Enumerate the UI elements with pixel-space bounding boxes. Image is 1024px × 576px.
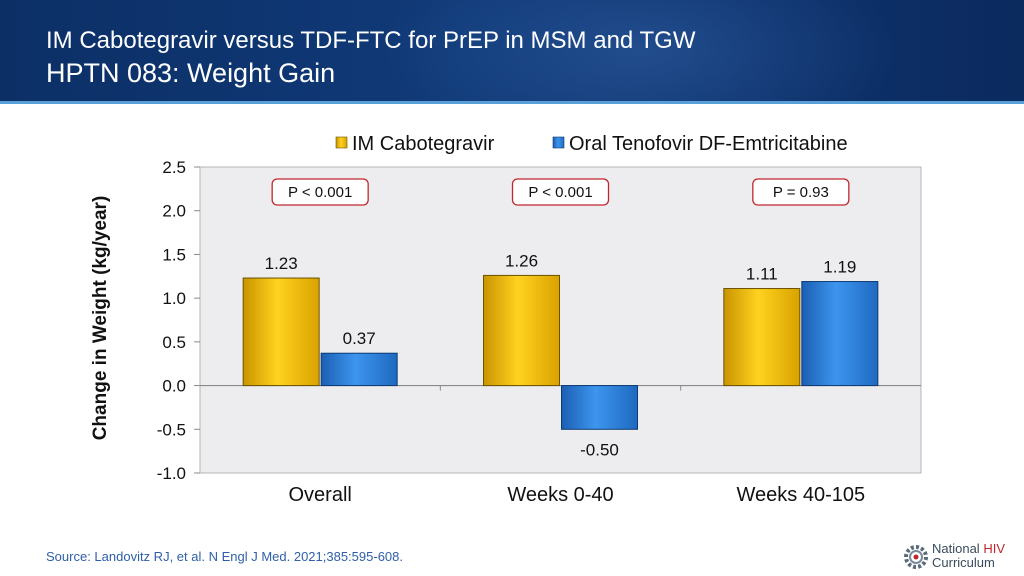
legend-swatch-cabotegravir <box>335 136 348 149</box>
y-tick-label: 2.5 <box>162 158 186 177</box>
legend-label-cabotegravir: IM Cabotegravir <box>352 133 495 155</box>
bar-tenofovir <box>320 352 398 387</box>
bar-value-label: 1.19 <box>823 258 856 277</box>
bar-tenofovir <box>801 281 879 387</box>
y-tick-label: -0.5 <box>157 420 186 439</box>
slide-header: IM Cabotegravir versus TDF-FTC for PrEP … <box>0 0 1024 104</box>
p-value-text: P < 0.001 <box>528 184 592 201</box>
logo-word-national: National <box>932 541 980 556</box>
bar-value-label: -0.50 <box>580 440 619 459</box>
legend-swatch-tenofovir <box>552 136 565 149</box>
logo-word-curriculum: Curriculum <box>932 555 995 570</box>
x-category-label: Weeks 0-40 <box>507 484 613 506</box>
source-citation: Source: Landovitz RJ, et al. N Engl J Me… <box>46 549 403 564</box>
y-tick-label: 0.0 <box>162 377 186 396</box>
p-value-box <box>752 178 850 206</box>
y-tick-label: 1.5 <box>162 245 186 264</box>
gear-icon <box>904 545 928 569</box>
y-tick-label: 0.5 <box>162 333 186 352</box>
slide-title: HPTN 083: Weight Gain <box>46 58 336 88</box>
p-value-text: P < 0.001 <box>288 184 352 201</box>
legend-label-tenofovir: Oral Tenofovir DF-Emtricitabine <box>569 133 848 155</box>
plot-area <box>199 166 922 474</box>
logo-word-hiv: HIV <box>983 541 1005 556</box>
slide-supertitle: IM Cabotegravir versus TDF-FTC for PrEP … <box>46 27 696 54</box>
y-tick-label: 1.0 <box>162 289 186 308</box>
bar-value-label: 1.11 <box>746 265 778 284</box>
p-value-text: P = 0.93 <box>773 184 829 201</box>
logo-text: National HIV Curriculum <box>932 542 1005 570</box>
x-category-label: Weeks 40-105 <box>737 484 866 506</box>
y-tick-label: -1.0 <box>157 464 186 483</box>
bar-cabotegravir <box>242 277 320 387</box>
p-value-box <box>511 178 610 206</box>
bar-value-label: 1.26 <box>505 251 538 270</box>
header-rule <box>0 101 1024 104</box>
bar-cabotegravir <box>483 274 560 387</box>
p-value-box <box>271 178 369 206</box>
y-tick-label: 2.0 <box>162 202 186 221</box>
bar-value-label: 0.37 <box>343 329 376 348</box>
national-hiv-curriculum-logo: National HIV Curriculum <box>902 541 1020 573</box>
bar-value-label: 1.23 <box>265 254 298 273</box>
x-category-label: Overall <box>288 484 351 506</box>
bar-cabotegravir <box>723 288 801 387</box>
bar-tenofovir <box>561 385 638 430</box>
header-glow <box>380 0 900 104</box>
